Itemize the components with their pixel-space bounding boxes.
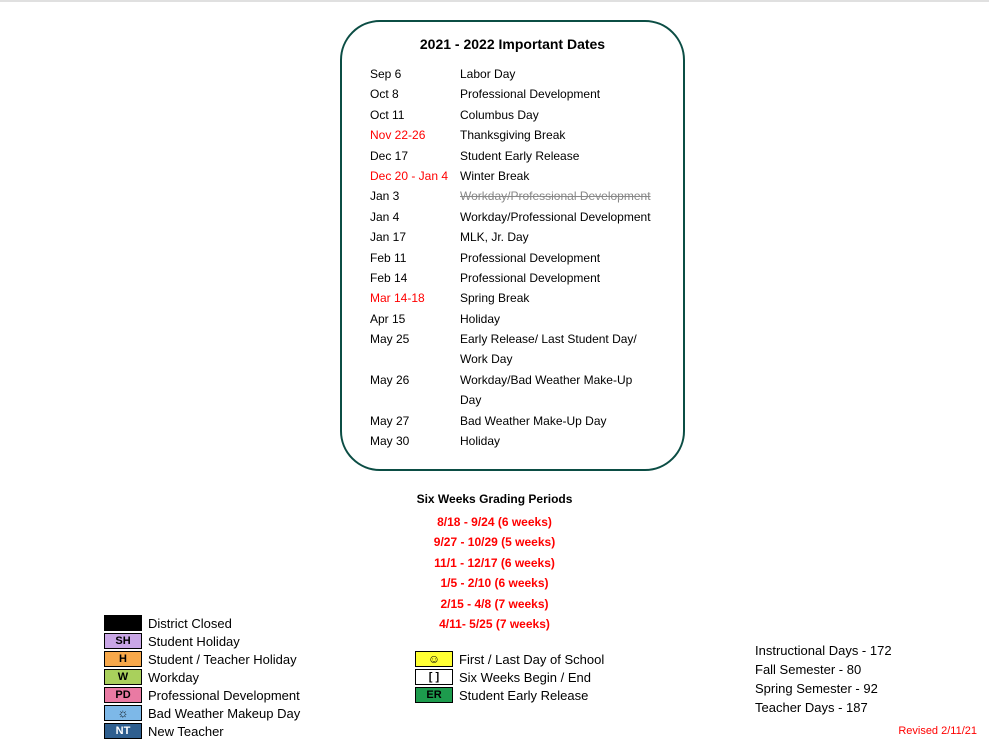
dates-desc: MLK, Jr. Day bbox=[460, 227, 655, 247]
dates-date: Jan 17 bbox=[370, 227, 460, 247]
dates-row: May 27Bad Weather Make-Up Day bbox=[370, 411, 655, 431]
grading-title: Six Weeks Grading Periods bbox=[0, 492, 989, 506]
legend-row: H Student / Teacher Holiday bbox=[104, 650, 300, 668]
dates-date: Oct 11 bbox=[370, 105, 460, 125]
legend-center: ☺ First / Last Day of School [ ] Six Weeks … bbox=[415, 650, 604, 704]
dates-row: Dec 20 - Jan 4Winter Break bbox=[370, 166, 655, 186]
legend-label: Workday bbox=[148, 670, 199, 685]
dates-desc: Professional Development bbox=[460, 248, 655, 268]
dates-desc: Spring Break bbox=[460, 288, 655, 308]
dates-date: May 26 bbox=[370, 370, 460, 411]
legend-label: Student Holiday bbox=[148, 634, 240, 649]
legend-label: Student Early Release bbox=[459, 688, 588, 703]
legend-row: NT New Teacher bbox=[104, 722, 300, 740]
legend-row: ☺ First / Last Day of School bbox=[415, 650, 604, 668]
dates-date: Dec 20 - Jan 4 bbox=[370, 166, 460, 186]
legend-swatch: ER bbox=[415, 687, 453, 703]
legend-right-line: Instructional Days - 172 bbox=[755, 642, 892, 661]
dates-desc: Labor Day bbox=[460, 64, 655, 84]
legend-swatch: NT bbox=[104, 723, 142, 739]
dates-desc: Holiday bbox=[460, 309, 655, 329]
grading-row: 2/15 - 4/8 (7 weeks) bbox=[0, 594, 989, 614]
grading-row: 8/18 - 9/24 (6 weeks) bbox=[0, 512, 989, 532]
dates-date: May 30 bbox=[370, 431, 460, 451]
legend-label: Six Weeks Begin / End bbox=[459, 670, 591, 685]
revised-label: Revised 2/11/21 bbox=[898, 725, 977, 737]
dates-date: Oct 8 bbox=[370, 84, 460, 104]
legend-swatch bbox=[104, 615, 142, 631]
dates-desc: Workday/Professional Development bbox=[460, 186, 655, 206]
dates-row: Apr 15Holiday bbox=[370, 309, 655, 329]
legend-label: Professional Development bbox=[148, 688, 300, 703]
dates-row: May 25Early Release/ Last Student Day/ W… bbox=[370, 329, 655, 370]
dates-row: Dec 17Student Early Release bbox=[370, 146, 655, 166]
legend-label: Student / Teacher Holiday bbox=[148, 652, 297, 667]
dates-date: Mar 14-18 bbox=[370, 288, 460, 308]
legend-swatch: ☺ bbox=[415, 651, 453, 667]
dates-row: Sep 6Labor Day bbox=[370, 64, 655, 84]
dates-date: Nov 22-26 bbox=[370, 125, 460, 145]
dates-row: Nov 22-26Thanksgiving Break bbox=[370, 125, 655, 145]
legend-row: ER Student Early Release bbox=[415, 686, 604, 704]
legend-swatch: PD bbox=[104, 687, 142, 703]
dates-date: Sep 6 bbox=[370, 64, 460, 84]
dates-row: Feb 11Professional Development bbox=[370, 248, 655, 268]
legend-row: W Workday bbox=[104, 668, 300, 686]
legend-swatch: ☼ bbox=[104, 705, 142, 721]
dates-date: May 25 bbox=[370, 329, 460, 370]
legend-label: New Teacher bbox=[148, 724, 224, 739]
legend-label: Bad Weather Makeup Day bbox=[148, 706, 300, 721]
dates-date: Feb 14 bbox=[370, 268, 460, 288]
dates-row: May 26Workday/Bad Weather Make-Up Day bbox=[370, 370, 655, 411]
dates-date: May 27 bbox=[370, 411, 460, 431]
important-dates-list: Sep 6Labor DayOct 8Professional Developm… bbox=[370, 64, 655, 451]
dates-date: Jan 4 bbox=[370, 207, 460, 227]
legend-row: [ ] Six Weeks Begin / End bbox=[415, 668, 604, 686]
dates-row: May 30Holiday bbox=[370, 431, 655, 451]
dates-date: Apr 15 bbox=[370, 309, 460, 329]
legend-label: District Closed bbox=[148, 616, 232, 631]
dates-desc: Holiday bbox=[460, 431, 655, 451]
grading-row: 9/27 - 10/29 (5 weeks) bbox=[0, 532, 989, 552]
dates-row: Jan 17MLK, Jr. Day bbox=[370, 227, 655, 247]
dates-desc: Professional Development bbox=[460, 268, 655, 288]
legend-swatch: H bbox=[104, 651, 142, 667]
legend-right-line: Fall Semester - 80 bbox=[755, 661, 892, 680]
legend-label: First / Last Day of School bbox=[459, 652, 604, 667]
legend-swatch: SH bbox=[104, 633, 142, 649]
dates-desc: Workday/Bad Weather Make-Up Day bbox=[460, 370, 655, 411]
dates-row: Mar 14-18Spring Break bbox=[370, 288, 655, 308]
grading-row: 1/5 - 2/10 (6 weeks) bbox=[0, 573, 989, 593]
important-dates-title: 2021 - 2022 Important Dates bbox=[370, 36, 655, 52]
dates-row: Oct 11Columbus Day bbox=[370, 105, 655, 125]
dates-desc: Bad Weather Make-Up Day bbox=[460, 411, 655, 431]
dates-date: Feb 11 bbox=[370, 248, 460, 268]
dates-row: Feb 14Professional Development bbox=[370, 268, 655, 288]
important-dates-box: 2021 - 2022 Important Dates Sep 6Labor D… bbox=[340, 20, 685, 471]
dates-desc: Early Release/ Last Student Day/ Work Da… bbox=[460, 329, 655, 370]
dates-desc: Student Early Release bbox=[460, 146, 655, 166]
dates-row: Jan 4Workday/Professional Development bbox=[370, 207, 655, 227]
legend-left: District Closed SH Student Holiday H Student… bbox=[104, 614, 300, 740]
dates-desc: Workday/Professional Development bbox=[460, 207, 655, 227]
dates-desc: Winter Break bbox=[460, 166, 655, 186]
legend-row: SH Student Holiday bbox=[104, 632, 300, 650]
legend-right-line: Teacher Days - 187 bbox=[755, 699, 892, 718]
dates-date: Dec 17 bbox=[370, 146, 460, 166]
legend-swatch: [ ] bbox=[415, 669, 453, 685]
dates-date: Jan 3 bbox=[370, 186, 460, 206]
legend-row: PD Professional Development bbox=[104, 686, 300, 704]
grading-row: 11/1 - 12/17 (6 weeks) bbox=[0, 553, 989, 573]
legend-swatch: W bbox=[104, 669, 142, 685]
grading-periods: Six Weeks Grading Periods 8/18 - 9/24 (6… bbox=[0, 492, 989, 634]
legend-right: Instructional Days - 172Fall Semester - … bbox=[755, 642, 892, 717]
legend-right-line: Spring Semester - 92 bbox=[755, 680, 892, 699]
dates-row: Jan 3Workday/Professional Development bbox=[370, 186, 655, 206]
dates-desc: Thanksgiving Break bbox=[460, 125, 655, 145]
legend-row: District Closed bbox=[104, 614, 300, 632]
legend-row: ☼ Bad Weather Makeup Day bbox=[104, 704, 300, 722]
dates-row: Oct 8Professional Development bbox=[370, 84, 655, 104]
dates-desc: Columbus Day bbox=[460, 105, 655, 125]
dates-desc: Professional Development bbox=[460, 84, 655, 104]
